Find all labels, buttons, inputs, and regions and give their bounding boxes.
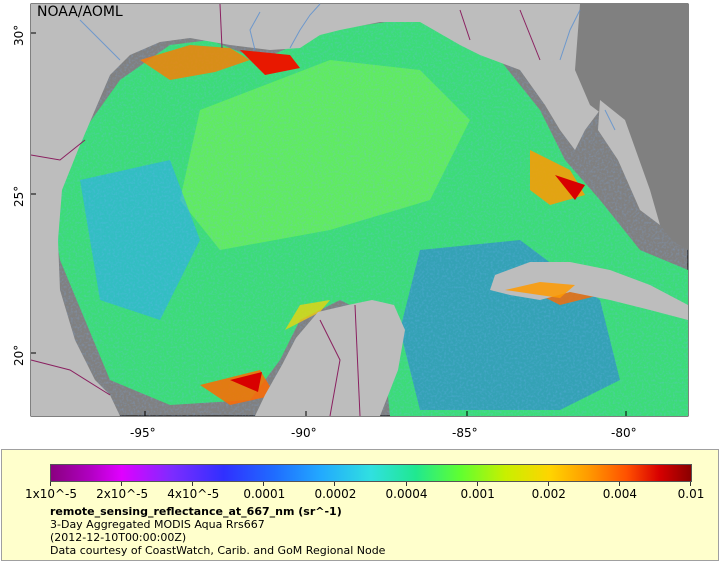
colorbar-tick-label: 1x10^-5 bbox=[24, 487, 78, 501]
colorbar-tick bbox=[405, 482, 407, 486]
political-borders bbox=[30, 3, 541, 417]
legend-title: remote_sensing_reflectance_at_667_nm (sr… bbox=[50, 505, 342, 518]
colorbar-tick bbox=[334, 482, 336, 486]
colorbar-tick-label: 0.0004 bbox=[385, 487, 428, 501]
longitude-label-85: -85° bbox=[452, 426, 478, 440]
legend-panel: 1x10^-5 2x10^-5 4x10^-5 0.0001 0.0002 0.0004 0… bbox=[1, 449, 719, 561]
legend-date-line: (2012-12-10T00:00:00Z) bbox=[50, 531, 187, 544]
land-cuba bbox=[490, 262, 688, 320]
legend-credit-line: Data courtesy of CoastWatch, Carib. and … bbox=[50, 544, 386, 557]
rivers bbox=[79, 3, 616, 131]
colorbar-tick bbox=[263, 482, 265, 486]
longitude-label-80: -80° bbox=[611, 426, 637, 440]
colorbar-tick bbox=[690, 482, 691, 486]
colorbar-tick bbox=[547, 482, 549, 486]
colorbar-tick-label: 0.0002 bbox=[314, 487, 357, 501]
map-frame: NOAA/AOML 30° 25° 20° -95° -90° -85° -80… bbox=[12, 3, 689, 440]
colorbar-tick-label: 0.01 bbox=[677, 487, 705, 501]
latitude-label-30: 30° bbox=[12, 24, 26, 46]
colorbar-tick bbox=[121, 482, 123, 486]
longitude-label-90: -90° bbox=[291, 426, 317, 440]
organization-label: NOAA/AOML bbox=[37, 4, 123, 20]
colorbar-tick-label: 0.004 bbox=[602, 487, 638, 501]
colorbar-tick-label: 0.0001 bbox=[243, 487, 286, 501]
latitude-label-20: 20° bbox=[12, 344, 26, 366]
land-yucatan bbox=[255, 300, 405, 416]
colorbar-tick-label: 0.002 bbox=[531, 487, 566, 501]
latitude-label-25: 25° bbox=[12, 185, 26, 207]
longitude-label-95: -95° bbox=[130, 426, 156, 440]
colorbar-tick bbox=[50, 482, 51, 486]
colorbar-tick-label: 4x10^-5 bbox=[167, 487, 220, 501]
lat-ticks bbox=[31, 32, 627, 416]
colorbar-tick bbox=[618, 482, 620, 486]
colorbar-tick-label: 2x10^-5 bbox=[96, 487, 149, 501]
colorbar-tick bbox=[192, 482, 194, 486]
land-florida bbox=[575, 4, 688, 250]
gulf-of-mexico-map bbox=[30, 3, 689, 417]
colorbar bbox=[50, 464, 692, 482]
legend-dataset-line: 3-Day Aggregated MODIS Aqua Rrs667 bbox=[50, 518, 265, 531]
colorbar-tick-label: 0.001 bbox=[460, 487, 495, 501]
colorbar-tick bbox=[476, 482, 478, 486]
